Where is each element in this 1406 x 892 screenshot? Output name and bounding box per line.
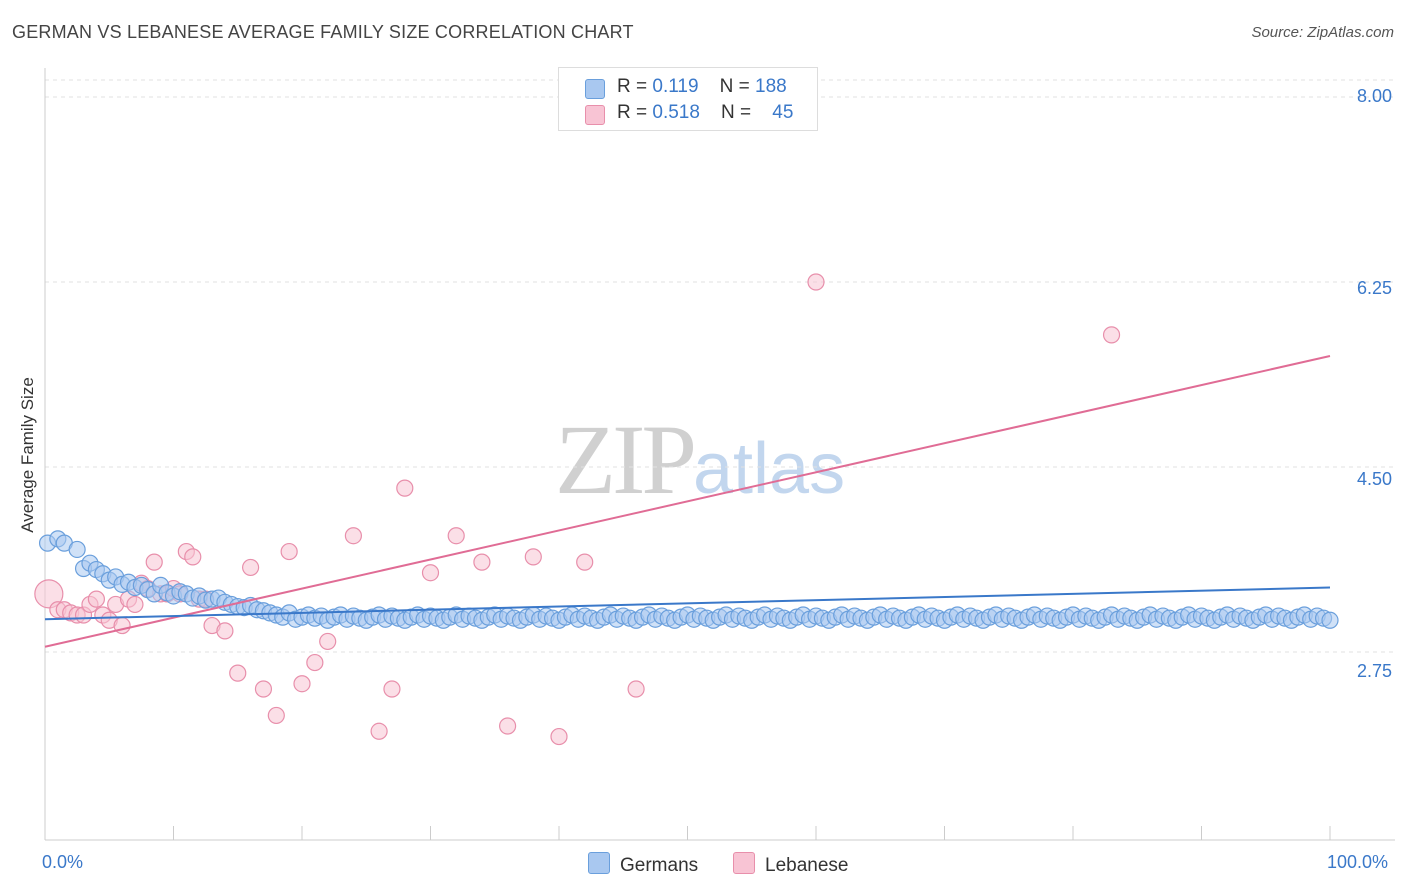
lebanese-swatch <box>733 852 755 874</box>
y-tick-label: 6.25 <box>1356 278 1392 298</box>
lebanese-point <box>267 706 285 725</box>
y-axis-label: Average Family Size <box>18 377 37 533</box>
x-tick-label-end: 100.0% <box>1327 852 1389 872</box>
y-tick-label: 8.00 <box>1356 86 1392 106</box>
lebanese-point <box>126 595 144 614</box>
lebanese-point <box>473 553 491 571</box>
lebanese-point <box>87 590 106 608</box>
lebanese-point <box>576 553 594 571</box>
n-label: N = <box>719 76 756 97</box>
lebanese-point <box>145 553 163 571</box>
n-value: 45 <box>772 102 794 123</box>
lebanese-point <box>627 680 645 698</box>
german-swatch <box>588 852 610 874</box>
lebanese-point <box>242 558 260 577</box>
lebanese-point <box>306 653 324 672</box>
r-value: 0.119 <box>652 76 699 97</box>
lebanese-point <box>319 632 337 651</box>
lebanese-point <box>216 622 234 640</box>
legend-germans: Germans <box>588 852 698 877</box>
watermark-zip: ZIP <box>555 404 697 515</box>
watermark: ZIPatlas <box>555 402 845 517</box>
german-point <box>68 540 86 559</box>
n-value: 188 <box>755 76 787 97</box>
lebanese-point <box>254 680 273 698</box>
r-label: R = <box>617 76 653 97</box>
lebanese-point <box>229 664 247 682</box>
stats-legend: R = 0.119 N = 188 R = 0.518 N = 45 <box>558 67 818 131</box>
lebanese-point <box>34 579 64 609</box>
axes <box>44 68 1395 841</box>
watermark-atlas: atlas <box>693 429 846 509</box>
lebanese-point <box>421 564 440 582</box>
lebanese-point <box>383 680 401 698</box>
lebanese-point <box>1102 326 1121 344</box>
n-label: N = <box>721 102 757 123</box>
trend-lines <box>44 355 1331 648</box>
german-swatch <box>585 79 605 99</box>
x-tick-label-start: 0.0% <box>42 852 84 872</box>
lebanese-point <box>184 548 202 566</box>
r-label: R = <box>617 102 653 123</box>
german-point <box>1321 611 1339 629</box>
lebanese-point <box>370 722 388 740</box>
german-trend-line <box>44 586 1331 621</box>
y-tick-label: 2.75 <box>1356 661 1392 681</box>
legend-text: R = 0.518 N = 45 <box>617 102 793 124</box>
lebanese-point <box>447 527 465 545</box>
lebanese-point <box>550 727 568 746</box>
lebanese-trend-line <box>44 355 1331 648</box>
lebanese-point <box>344 527 362 545</box>
lebanese-swatch <box>585 105 605 125</box>
lebanese-point <box>524 548 542 566</box>
y-tick-label: 4.50 <box>1356 469 1392 489</box>
source-label: Source: ZipAtlas.com <box>1251 24 1394 41</box>
r-value: 0.518 <box>652 102 700 123</box>
legend-text: R = 0.119 N = 188 <box>617 76 787 98</box>
lebanese-points <box>34 273 1121 746</box>
legend-lebanese-label: Lebanese <box>765 855 849 876</box>
legend-lebanese: Lebanese <box>733 852 848 877</box>
lebanese-point <box>499 717 517 735</box>
lebanese-point <box>280 542 298 561</box>
chart-title: GERMAN VS LEBANESE AVERAGE FAMILY SIZE C… <box>12 22 634 42</box>
lebanese-point <box>396 479 414 497</box>
lebanese-point <box>293 675 311 693</box>
legend-germans-label: Germans <box>620 855 699 876</box>
lebanese-point <box>807 273 825 291</box>
